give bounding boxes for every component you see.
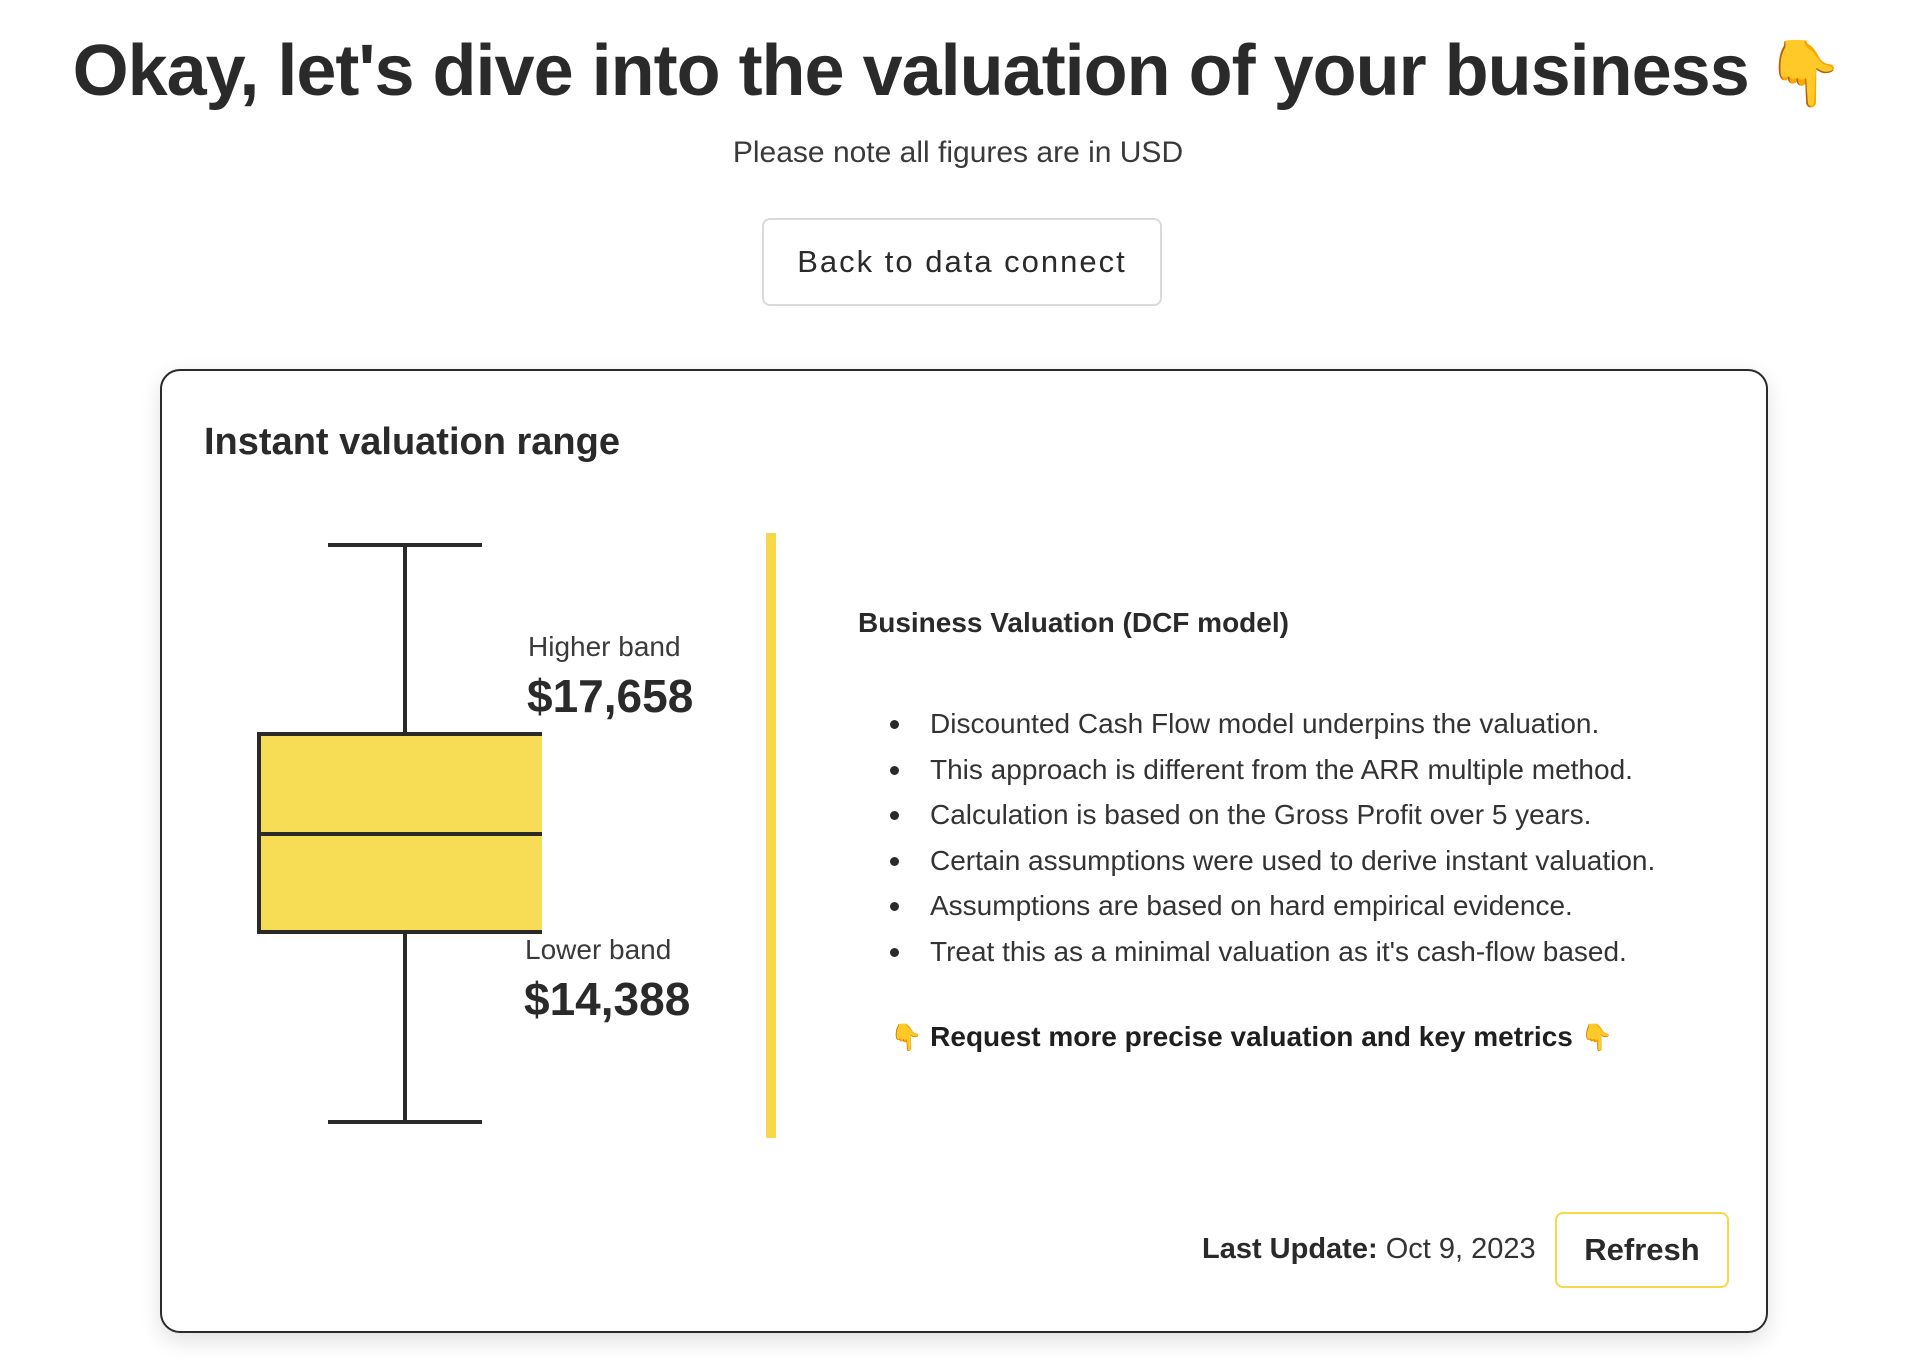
- last-update-label: Last Update:: [1202, 1233, 1378, 1265]
- list-item: Treat this as a minimal valuation as it'…: [889, 929, 1655, 975]
- back-to-data-connect-button[interactable]: Back to data connect: [762, 218, 1162, 306]
- lower-band-value: $14,388: [524, 973, 691, 1025]
- request-precise-valuation-link[interactable]: 👇 Request more precise valuation and key…: [890, 1021, 1613, 1053]
- valuation-boxplot: [257, 543, 542, 1124]
- higher-band-label: Higher band: [528, 631, 681, 662]
- list-item: Certain assumptions were used to derive …: [889, 838, 1655, 884]
- list-item: Discounted Cash Flow model underpins the…: [889, 701, 1655, 747]
- request-link-label: Request more precise valuation and key m…: [930, 1021, 1573, 1052]
- model-title: Business Valuation (DCF model): [858, 607, 1289, 638]
- list-item: This approach is different from the ARR …: [889, 747, 1655, 793]
- pointing-down-hand-icon: 👇: [1764, 37, 1845, 109]
- pointing-down-hand-icon: 👇: [1580, 1022, 1614, 1052]
- pointing-down-hand-icon: 👇: [890, 1022, 923, 1052]
- section-divider: [766, 533, 776, 1138]
- instant-valuation-card: Instant valuation range Higher band $17,…: [160, 369, 1768, 1333]
- card-title: Instant valuation range: [204, 421, 620, 463]
- list-item: Assumptions are based on hard empirical …: [889, 883, 1655, 929]
- page-title: Okay, let's dive into the valuation of y…: [0, 30, 1916, 112]
- list-item: Calculation is based on the Gross Profit…: [889, 792, 1655, 838]
- last-update: Last Update: Oct 9, 2023: [1202, 1233, 1536, 1266]
- currency-note: Please note all figures are in USD: [732, 136, 1184, 169]
- page-title-text: Okay, let's dive into the valuation of y…: [72, 31, 1750, 111]
- last-update-value: Oct 9, 2023: [1385, 1233, 1536, 1265]
- lower-band-label: Lower band: [525, 934, 672, 965]
- valuation-notes-list: Discounted Cash Flow model underpins the…: [858, 701, 1655, 974]
- higher-band-value: $17,658: [527, 670, 694, 722]
- refresh-button[interactable]: Refresh: [1555, 1212, 1729, 1288]
